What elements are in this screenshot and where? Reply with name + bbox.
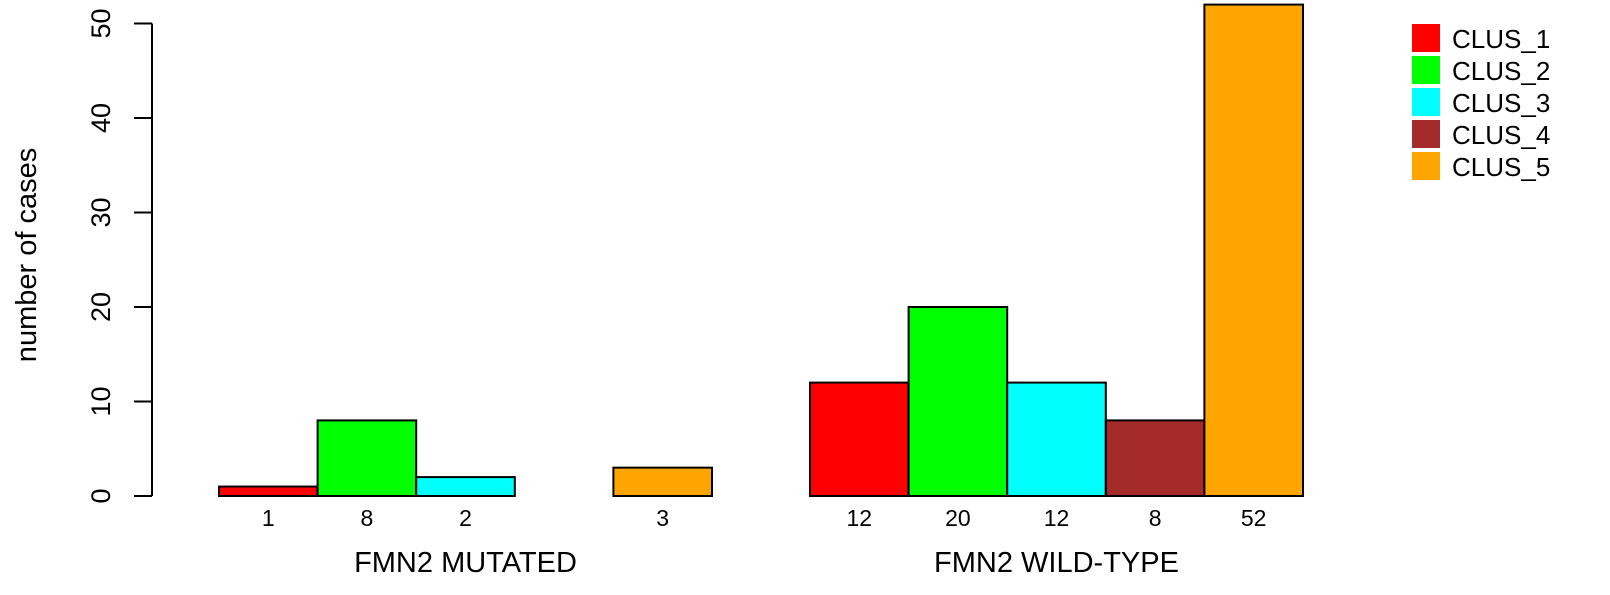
- bar-clus-5-group-2: [1203, 3, 1305, 497]
- legend-swatch: [1412, 152, 1440, 180]
- group-labels: FMN2 MUTATED FMN2 WILD-TYPE: [354, 547, 1179, 579]
- legend-label: CLUS_4: [1452, 120, 1550, 150]
- legend-label: CLUS_1: [1452, 24, 1550, 54]
- y-tick-label: 20: [86, 292, 116, 322]
- y-tick-label: 0: [86, 488, 116, 503]
- bars: [218, 3, 1305, 498]
- bar-value-label: 20: [945, 505, 971, 531]
- bar-value-label: 3: [656, 505, 669, 531]
- bar-clus-1-group-2: [809, 381, 910, 498]
- bar-clus-2-group-1: [316, 419, 418, 497]
- group-label: FMN2 MUTATED: [354, 547, 577, 579]
- legend-label: CLUS_5: [1452, 152, 1550, 182]
- bar-value-label: 12: [1044, 505, 1070, 531]
- group-label: FMN2 WILD-TYPE: [934, 547, 1179, 579]
- bar-value-label: 8: [1149, 505, 1162, 531]
- legend-swatch: [1412, 120, 1440, 148]
- bar-clus-3-group-2: [1006, 381, 1107, 498]
- bar-clus-3-group-1: [415, 476, 516, 498]
- y-tick-label: 10: [86, 386, 116, 416]
- bar-clus-1-group-1: [218, 485, 319, 497]
- bar-clus-4-group-2: [1104, 419, 1206, 497]
- bar-value-label: 52: [1241, 505, 1267, 531]
- bar-value-label: 2: [459, 505, 472, 531]
- legend-swatch: [1412, 56, 1440, 84]
- bar-clus-5-group-1: [612, 466, 714, 497]
- bar-value-label: 1: [262, 505, 275, 531]
- legend-label: CLUS_2: [1452, 56, 1550, 86]
- bar-value-label: 12: [847, 505, 873, 531]
- y-axis-label: number of cases: [11, 148, 43, 362]
- bar-value-labels: 1 8 2 3 12 20 12 8 52: [262, 505, 1267, 531]
- y-tick-label: 40: [86, 103, 116, 133]
- bar-value-label: 8: [361, 505, 374, 531]
- y-tick-label: 30: [86, 197, 116, 227]
- legend-swatch: [1412, 88, 1440, 116]
- bar-clus-2-group-2: [907, 306, 1009, 497]
- y-tick-label: 50: [86, 8, 116, 38]
- legend-swatch: [1412, 24, 1440, 52]
- legend-label: CLUS_3: [1452, 88, 1550, 118]
- y-axis: 0 10 20 30 40 50: [86, 8, 153, 504]
